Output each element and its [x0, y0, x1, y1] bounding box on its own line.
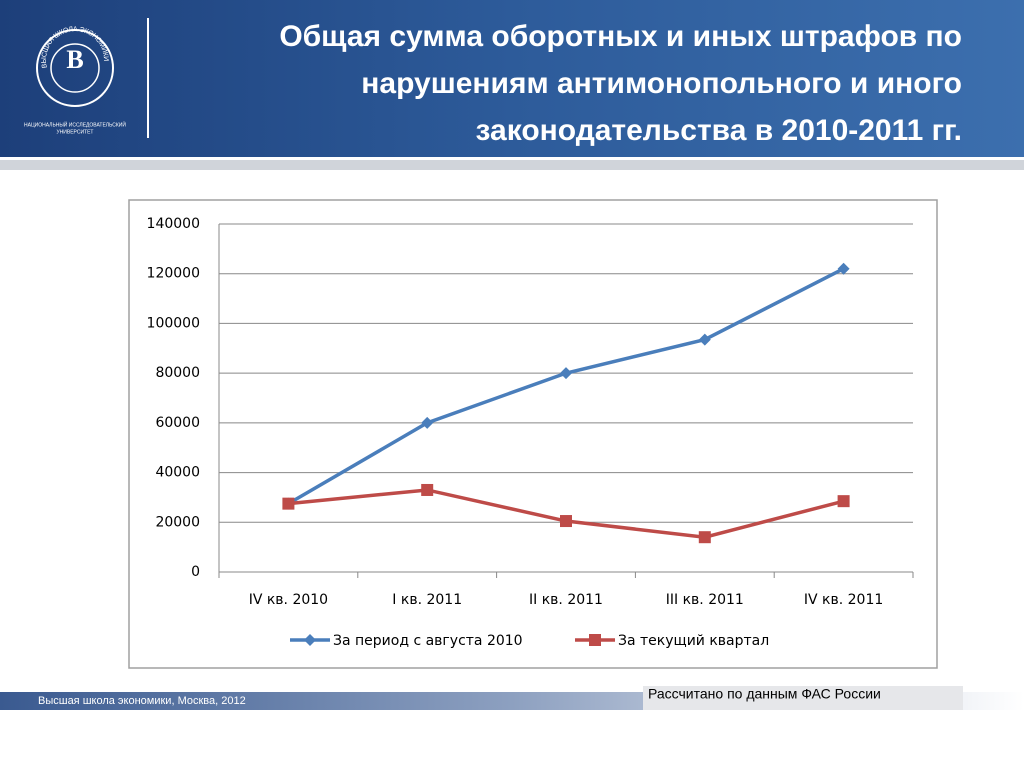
x-tick-label: I кв. 2011: [392, 592, 462, 608]
header-shadow: [0, 160, 1024, 170]
y-tick-label: 100000: [147, 315, 200, 331]
point: [421, 483, 434, 496]
point: [837, 262, 850, 275]
logo-mark: В: [66, 45, 83, 74]
y-tick-label: 120000: [147, 266, 200, 282]
logo-caption: НАЦИОНАЛЬНЫЙ ИССЛЕДОВАТЕЛЬСКИЙ: [24, 120, 126, 128]
y-tick-label: 20000: [155, 514, 200, 530]
point: [560, 515, 572, 528]
legend-label: За период с августа 2010: [333, 633, 523, 649]
logo-inner: [50, 43, 100, 93]
x-tick-label: IV кв. 2010: [249, 592, 328, 608]
legend-marker: [589, 634, 601, 646]
logo-ring: [36, 29, 114, 107]
header-divider: [0, 157, 1024, 160]
y-tick-label: 60000: [155, 415, 200, 431]
y-tick-label: 40000: [155, 465, 200, 481]
title-line: нарушениям антимонопольного и иного: [361, 67, 962, 100]
x-tick-label: IV кв. 2011: [804, 592, 883, 608]
header-bar: [0, 0, 1024, 157]
source-note: Рассчитано по данным ФАС России: [648, 686, 881, 702]
x-tick-label: III кв. 2011: [666, 592, 744, 608]
y-tick-label: 0: [191, 564, 200, 580]
source-box: [643, 686, 963, 710]
x-tick-label: II кв. 2011: [529, 592, 603, 608]
y-tick-label: 140000: [147, 216, 200, 232]
logo-caption: УНИВЕРСИТЕТ: [57, 129, 94, 135]
footer-text: Высшая школа экономики, Москва, 2012: [38, 695, 246, 707]
legend-marker: [304, 634, 316, 646]
point: [698, 333, 711, 346]
title-line: законодательства в 2010-2011 гг.: [476, 114, 963, 147]
y-tick-label: 80000: [155, 365, 200, 381]
point: [837, 495, 850, 508]
point: [421, 416, 434, 429]
point: [560, 367, 572, 380]
point: [698, 531, 711, 544]
title-line: Общая сумма оборотных и иных штрафов по: [279, 20, 962, 53]
point: [282, 497, 295, 510]
chart-frame: [128, 199, 938, 669]
legend-label: За текущий квартал: [618, 633, 769, 649]
